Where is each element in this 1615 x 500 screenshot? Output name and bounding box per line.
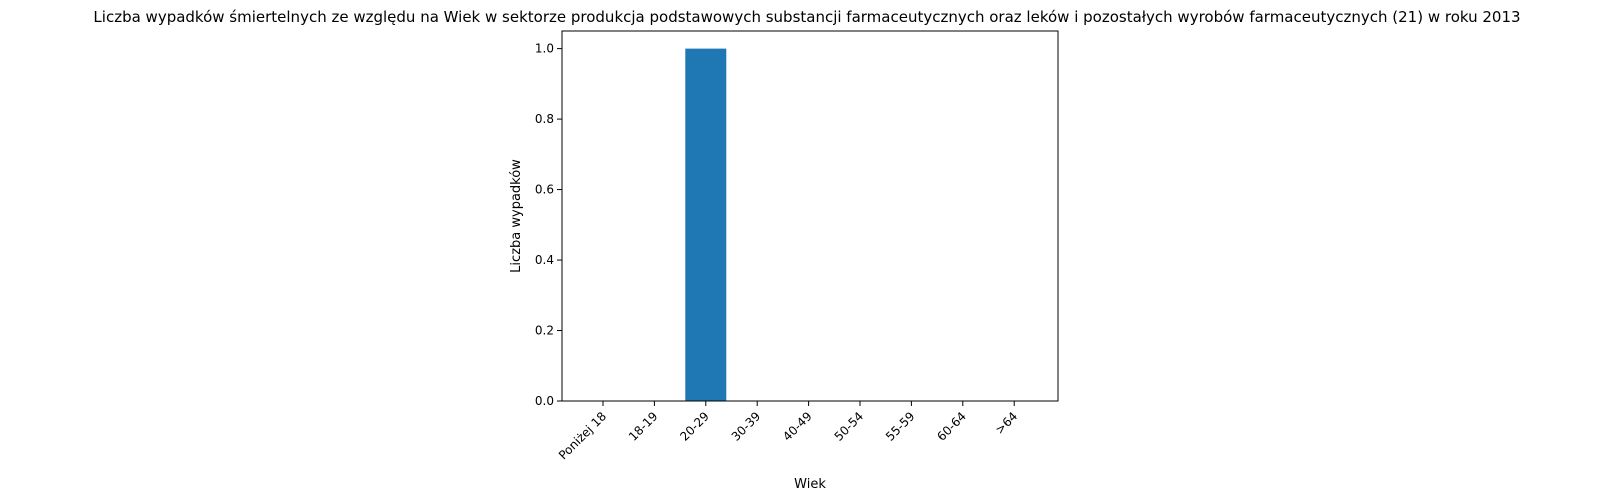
x-tick-label: 60-64 bbox=[934, 409, 969, 444]
y-tick-label: 0.4 bbox=[535, 253, 554, 267]
y-axis: 0.0 0.2 0.4 0.6 0.8 1.0 bbox=[535, 42, 562, 408]
x-tick-label: 40-49 bbox=[780, 409, 815, 444]
y-tick-label: 0.8 bbox=[535, 112, 554, 126]
x-axis-label: Wiek bbox=[794, 477, 826, 492]
x-tick-label: 30-39 bbox=[729, 409, 764, 444]
plot-frame bbox=[561, 30, 1059, 402]
chart-title: Liczba wypadków śmiertelnych ze względu … bbox=[93, 8, 1520, 26]
x-axis: Poniżej 18 18-19 20-29 30-39 40-49 50-54 55-59… bbox=[556, 401, 1020, 462]
y-tick-label: 1.0 bbox=[535, 42, 554, 56]
y-tick-label: 0.0 bbox=[535, 394, 554, 408]
x-tick-label: 50-54 bbox=[832, 409, 867, 444]
y-tick-label: 0.2 bbox=[535, 324, 554, 338]
x-tick-label: >64 bbox=[993, 409, 1021, 437]
bars-group bbox=[685, 48, 727, 401]
x-tick-label: 18-19 bbox=[626, 409, 661, 444]
x-tick-label: Poniżej 18 bbox=[556, 409, 609, 462]
y-tick-label: 0.6 bbox=[535, 183, 554, 197]
x-tick-label: 55-59 bbox=[883, 409, 918, 444]
bar-2 bbox=[685, 48, 727, 401]
x-tick-label: 20-29 bbox=[677, 409, 712, 444]
y-axis-label: Liczba wypadków bbox=[509, 159, 524, 273]
